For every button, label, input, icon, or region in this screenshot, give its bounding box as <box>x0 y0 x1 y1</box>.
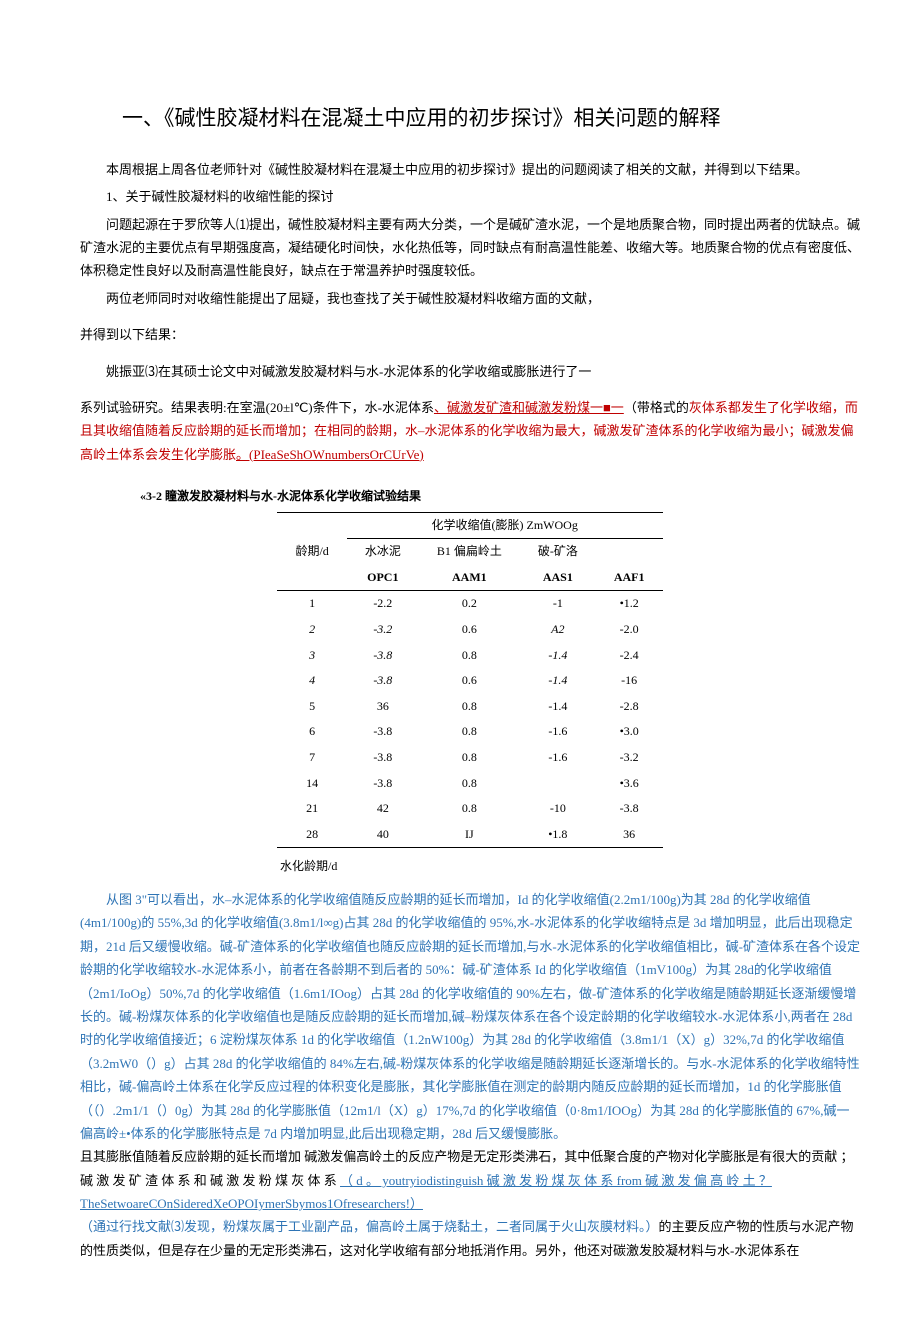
table-cell: 0.8 <box>419 771 520 797</box>
table-cell: 14 <box>277 771 346 797</box>
th-age: 龄期/d <box>277 512 346 591</box>
th-opc1: OPC1 <box>347 565 419 591</box>
table-cell: -3.8 <box>347 668 419 694</box>
table-cell: 0.8 <box>419 719 520 745</box>
table-cell: 5 <box>277 694 346 720</box>
table-cell: -1.6 <box>520 719 596 745</box>
table-cell: •1.2 <box>596 591 663 617</box>
table-cell: 0.8 <box>419 694 520 720</box>
table-cell: -3.8 <box>596 796 663 822</box>
table-cell: 36 <box>596 822 663 848</box>
table-cell: -1.4 <box>520 643 596 669</box>
paragraph-sub1: 1、关于碱性胶凝材料的收缩性能的探讨 <box>80 185 860 208</box>
table-caption: «3-2 瞳激发胶凝材料与水-水泥体系化学收缩试验结果 <box>140 486 860 508</box>
table-cell: 0.8 <box>419 643 520 669</box>
table-cell: 36 <box>347 694 419 720</box>
table-cell: 40 <box>347 822 419 848</box>
th-c2: B1 偏扁岭土 <box>419 539 520 565</box>
table-cell: -2.0 <box>596 617 663 643</box>
analysis-3: （通过行找文献⑶发现，粉煤灰属于工业副产品，偏高岭土属于烧黏土，二者同属于火山灰… <box>80 1215 860 1262</box>
table-cell: •1.8 <box>520 822 596 848</box>
table-cell: -2.4 <box>596 643 663 669</box>
table-cell: 6 <box>277 719 346 745</box>
a3-blue: （通过行找文献⑶发现，粉煤灰属于工业副产品，偏高岭土属于烧黏土，二者同属于火山灰… <box>80 1219 659 1234</box>
section-title: 一、《碱性胶凝材料在混凝土中应用的初步探讨》相关问题的解释 <box>80 100 860 138</box>
paragraph-6: 姚振亚⑶在其硕士论文中对碱激发胶凝材料与水-水泥体系的化学收缩或膨胀进行了一 <box>80 360 860 383</box>
p7-plain: 系列试验研究。结果表明:在室温(20±l℃)条件下，水-水泥体系 <box>80 400 434 415</box>
axis-label: 水化龄期/d <box>280 856 860 878</box>
table-cell: 0.6 <box>419 617 520 643</box>
th-aas1: AAS1 <box>520 565 596 591</box>
table-cell: 1 <box>277 591 346 617</box>
table-cell: 42 <box>347 796 419 822</box>
th-aaf1: AAF1 <box>596 565 663 591</box>
paragraph-7: 系列试验研究。结果表明:在室温(20±l℃)条件下，水-水泥体系、碱激发矿渣和碱… <box>80 396 860 466</box>
table-cell: -1.6 <box>520 745 596 771</box>
th-c4 <box>596 539 663 565</box>
table-cell: -1.4 <box>520 694 596 720</box>
table-cell: -1.4 <box>520 668 596 694</box>
table-cell: -2.8 <box>596 694 663 720</box>
th-aam1: AAM1 <box>419 565 520 591</box>
table-cell: 4 <box>277 668 346 694</box>
p7-paren: （带格式的 <box>624 400 689 415</box>
table-cell: -3.2 <box>596 745 663 771</box>
table-cell: 0.2 <box>419 591 520 617</box>
table-cell: -2.2 <box>347 591 419 617</box>
table-cell: -1 <box>520 591 596 617</box>
table-cell: -3.8 <box>347 771 419 797</box>
paragraph-intro: 本周根据上周各位老师针对《碱性胶凝材料在混凝土中应用的初步探讨》提出的问题阅读了… <box>80 158 860 181</box>
table-cell: -10 <box>520 796 596 822</box>
th-span: 化学收缩值(膨胀) ZmWOOg <box>347 512 663 539</box>
th-c1: 水冰泥 <box>347 539 419 565</box>
table-body: 1-2.20.2-1•1.22-3.20.6A2-2.03-3.80.8-1.4… <box>277 591 662 848</box>
table-cell: IJ <box>419 822 520 848</box>
shrinkage-table: 龄期/d 化学收缩值(膨胀) ZmWOOg 水冰泥 B1 偏扁岭土 破-矿洛 O… <box>277 512 662 849</box>
table-cell: A2 <box>520 617 596 643</box>
table-cell: 28 <box>277 822 346 848</box>
table-cell: 0.8 <box>419 796 520 822</box>
paragraph-4: 两位老师同时对收缩性能提出了屈疑，我也查找了关于碱性胶凝材料收缩方面的文献， <box>80 287 860 310</box>
table-cell: -16 <box>596 668 663 694</box>
analysis-1: 从图 3"可以看出，水–水泥体系的化学收缩值随反应龄期的延长而增加，Id 的化学… <box>80 888 860 1145</box>
th-c3: 破-矿洛 <box>520 539 596 565</box>
table-cell: 21 <box>277 796 346 822</box>
p7-link: 。(PIeaSeShOWnumbersOrCUrVe) <box>236 447 424 462</box>
table-cell: 0.8 <box>419 745 520 771</box>
paragraph-5: 并得到以下结果： <box>80 323 860 346</box>
table-cell: 0.6 <box>419 668 520 694</box>
p7-red-underline: 、碱激发矿渣和碱激发粉煤一■一 <box>434 400 624 415</box>
table-cell: -3.2 <box>347 617 419 643</box>
table-cell: 7 <box>277 745 346 771</box>
analysis-2: 且其膨胀值随着反应龄期的延长而增加 碱激发偏高岭土的反应产物是无定形类沸石，其中… <box>80 1145 860 1215</box>
table-cell <box>520 771 596 797</box>
table-cell: -3.8 <box>347 745 419 771</box>
table-cell: •3.0 <box>596 719 663 745</box>
table-cell: -3.8 <box>347 643 419 669</box>
table-cell: 3 <box>277 643 346 669</box>
table-cell: •3.6 <box>596 771 663 797</box>
table-cell: 2 <box>277 617 346 643</box>
table-cell: -3.8 <box>347 719 419 745</box>
paragraph-3: 问题起源在于罗欣等人⑴提出，碱性胶凝材料主要有两大分类，一个是碱矿渣水泥，一个是… <box>80 213 860 283</box>
